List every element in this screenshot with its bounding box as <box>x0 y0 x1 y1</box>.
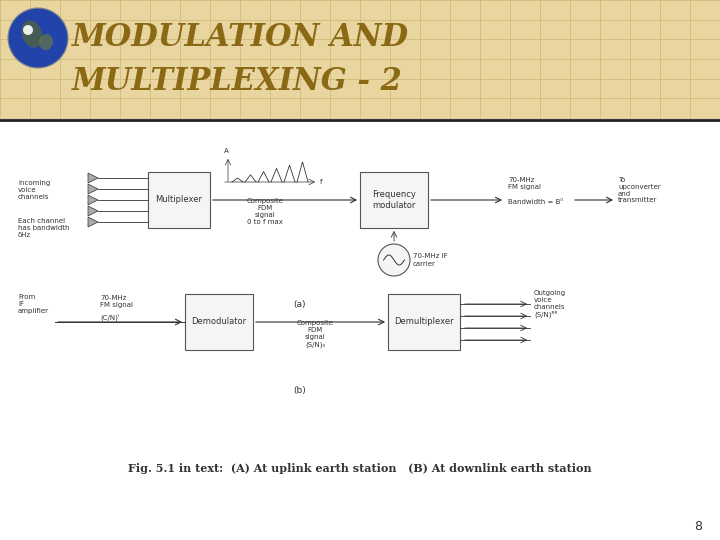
Text: Demodulator: Demodulator <box>192 318 246 327</box>
Text: 70-MHz
FM signal: 70-MHz FM signal <box>508 178 541 191</box>
Text: Outgoing
voice
channels
(S/N)ᴿᴿ: Outgoing voice channels (S/N)ᴿᴿ <box>534 289 566 319</box>
Text: From
IF
amplifier: From IF amplifier <box>18 294 49 314</box>
Polygon shape <box>88 206 98 216</box>
Polygon shape <box>88 195 98 205</box>
Text: (a): (a) <box>294 300 306 309</box>
Bar <box>185 294 253 350</box>
Text: Incoming
voice
channels: Incoming voice channels <box>18 180 50 200</box>
Text: 8: 8 <box>694 519 702 532</box>
Polygon shape <box>88 173 98 183</box>
Text: MODULATION AND: MODULATION AND <box>72 23 409 53</box>
Text: Bandwidth = Bᴵᴵ: Bandwidth = Bᴵᴵ <box>508 199 563 205</box>
Text: Each channel
has bandwidth
δHz: Each channel has bandwidth δHz <box>18 218 70 238</box>
Text: 70-MHz IF
carrier: 70-MHz IF carrier <box>413 253 448 267</box>
Circle shape <box>378 244 410 276</box>
Text: A: A <box>224 148 228 154</box>
Bar <box>388 294 460 350</box>
Ellipse shape <box>23 25 33 35</box>
Text: Frequency
modulator: Frequency modulator <box>372 190 416 210</box>
Text: f: f <box>320 179 323 185</box>
Text: Demultiplexer: Demultiplexer <box>394 318 454 327</box>
Text: To
upconverter
and
transmitter: To upconverter and transmitter <box>618 177 661 204</box>
Ellipse shape <box>22 21 42 48</box>
Text: (b): (b) <box>294 386 307 395</box>
Bar <box>360 172 428 228</box>
Bar <box>0 0 720 118</box>
Text: Composite
FDM
signal
(S/N)₀: Composite FDM signal (S/N)₀ <box>297 320 333 348</box>
Polygon shape <box>88 184 98 194</box>
Text: (C/N)ᴵ: (C/N)ᴵ <box>100 313 119 321</box>
Ellipse shape <box>8 8 68 68</box>
Bar <box>148 172 210 228</box>
Polygon shape <box>88 217 98 227</box>
Text: Fig. 5.1 in text:  (A) At uplink earth station   (B) At downlink earth station: Fig. 5.1 in text: (A) At uplink earth st… <box>128 462 592 474</box>
Text: Multiplexer: Multiplexer <box>156 195 202 205</box>
Text: Composite
FDM
signal
0 to f max: Composite FDM signal 0 to f max <box>246 198 284 225</box>
Text: MULTIPLEXING - 2: MULTIPLEXING - 2 <box>72 66 403 98</box>
Text: 70-MHz
FM signal: 70-MHz FM signal <box>100 295 133 308</box>
Ellipse shape <box>39 34 53 50</box>
